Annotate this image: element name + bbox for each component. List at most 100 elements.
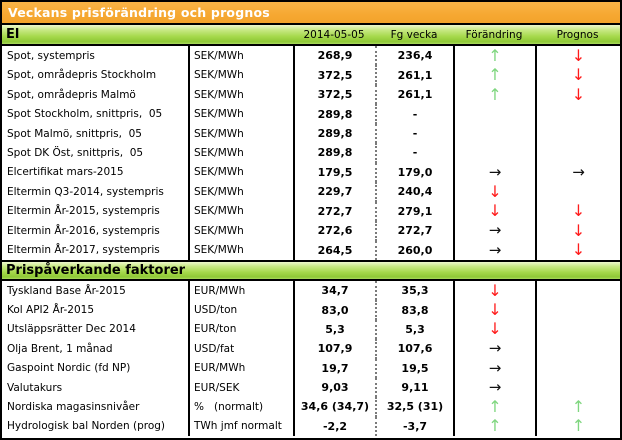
forecast-cell (535, 104, 620, 124)
previous-week-value: 32,5 (31) (375, 397, 453, 417)
previous-week-value: 83,8 (375, 300, 453, 320)
previous-week-value: - (375, 104, 453, 124)
down-arrow-icon: ↓ (488, 182, 502, 201)
right-arrow-icon: → (488, 358, 502, 377)
table-row: Eltermin Q3-2014, systempris SEK/MWh 229,7… (2, 182, 620, 202)
current-value: 5,3 (293, 319, 375, 340)
current-value: 272,6 (293, 221, 375, 241)
section-header-el: El 2014-05-05 Fg vecka Förändring Progno… (2, 25, 620, 46)
change-cell: ↑ (453, 46, 535, 66)
forecast-cell: ↑ (535, 397, 620, 417)
forecast-cell: ↓ (535, 84, 620, 105)
current-value: -2,2 (293, 416, 375, 436)
current-value: 272,7 (293, 201, 375, 222)
table-row: Spot, systempris SEK/MWh 268,9 236,4 ↑ ↓ (2, 46, 620, 66)
previous-week-value: 9,11 (375, 377, 453, 398)
down-arrow-icon: ↓ (488, 281, 502, 300)
current-value: 179,5 (293, 162, 375, 183)
table-row: Spot, områdepris Malmö SEK/MWh 372,5 261,1 ↑… (2, 84, 620, 105)
down-arrow-icon: ↓ (571, 84, 586, 104)
table-row: Valutakurs EUR/SEK 9,03 9,11 → (2, 377, 620, 398)
previous-week-value: 272,7 (375, 221, 453, 241)
forecast-cell (535, 377, 620, 398)
row-label: Eltermin Q3-2014, systempris (7, 185, 164, 198)
forecast-cell (535, 319, 620, 340)
previous-week-value: 107,6 (375, 339, 453, 359)
previous-week-value: 19,5 (375, 358, 453, 378)
table-row: Spot Stockholm, snittpris, 05 SEK/MWh 289,… (2, 104, 620, 124)
section-name: El (6, 27, 20, 42)
down-arrow-icon: ↓ (488, 300, 502, 320)
forecast-cell: ↑ (535, 416, 620, 436)
forecast-cell (535, 339, 620, 359)
right-arrow-icon: → (572, 162, 585, 181)
forecast-cell: ↓ (535, 201, 620, 222)
row-unit: SEK/MWh (188, 104, 293, 124)
previous-week-value: 261,1 (375, 84, 453, 105)
change-cell: ↓ (453, 319, 535, 340)
row-label: Hydrologisk bal Norden (prog) (7, 420, 166, 433)
up-arrow-icon: ↑ (488, 84, 502, 104)
table-row: Utsläppsrätter Dec 2014 EUR/ton 5,3 5,3 ↓ (2, 319, 620, 340)
table-row: Hydrologisk bal Norden (prog) TWh jmf nor… (2, 416, 620, 436)
table-row: Spot DK Öst, snittpris, 05 SEK/MWh 289,8- (2, 143, 620, 163)
right-arrow-icon: → (488, 221, 502, 240)
previous-week-value: - (375, 123, 453, 144)
current-value: 9,03 (293, 377, 375, 398)
change-cell: → (453, 162, 535, 183)
up-arrow-icon: ↑ (488, 65, 502, 85)
table-row: Olja Brent, 1 månad USD/fat 107,9 107,6 → (2, 339, 620, 359)
row-label: Olja Brent, 1 månad (7, 342, 113, 355)
row-label: Spot Stockholm, snittpris, 05 (7, 108, 163, 121)
current-value: 372,5 (293, 84, 375, 105)
forecast-cell (535, 281, 620, 301)
row-unit: SEK/MWh (188, 201, 293, 222)
row-unit: SEK/MWh (188, 84, 293, 105)
previous-week-value: 5,3 (375, 319, 453, 340)
section-rows-factors: Tyskland Base År-2015 EUR/MWh 34,7 35,3 ↓ Kol… (2, 281, 620, 436)
up-arrow-icon: ↑ (571, 397, 586, 416)
right-arrow-icon: → (488, 240, 502, 259)
forecast-cell: ↓ (535, 65, 620, 85)
table-row: Gaspoint Nordic (fd NP) EUR/MWh 19,7 19,5 → (2, 358, 620, 378)
row-label: Valutakurs (7, 381, 63, 394)
up-arrow-icon: ↑ (488, 416, 502, 436)
change-cell (453, 123, 535, 144)
down-arrow-icon: ↓ (571, 65, 586, 85)
down-arrow-icon: ↓ (571, 46, 586, 65)
row-unit: USD/fat (188, 339, 293, 359)
row-label: Spot, systempris (7, 49, 95, 62)
forecast-cell (535, 358, 620, 378)
table-row: Kol API2 År-2015 USD/ton 83,0 83,8 ↓ (2, 300, 620, 320)
down-arrow-icon: ↓ (488, 319, 502, 339)
previous-week-value: 279,1 (375, 201, 453, 222)
row-unit: SEK/MWh (188, 221, 293, 241)
up-arrow-icon: ↑ (488, 46, 502, 65)
section-name: Prispåverkande faktorer (6, 263, 186, 278)
column-header-change: Förändring (465, 28, 523, 41)
row-label: Nordiska magasinsnivåer (7, 400, 140, 413)
row-unit: SEK/MWh (188, 162, 293, 183)
row-label: Spot, områdepris Stockholm (7, 69, 157, 82)
down-arrow-icon: ↓ (571, 201, 586, 221)
forecast-cell: ↓ (535, 221, 620, 241)
table-row: Elcertifikat mars-2015 SEK/MWh 179,5 179,0 →… (2, 162, 620, 183)
row-unit: USD/ton (188, 300, 293, 320)
up-arrow-icon: ↑ (571, 416, 586, 436)
row-label: Spot DK Öst, snittpris, 05 (7, 146, 144, 159)
row-label: Utsläppsrätter Dec 2014 (7, 323, 136, 336)
column-header-forecast: Prognos (556, 28, 599, 41)
report-title: Veckans prisförändring och prognos (2, 2, 620, 25)
down-arrow-icon: ↓ (571, 240, 586, 260)
row-label: Elcertifikat mars-2015 (7, 166, 124, 179)
change-cell: → (453, 221, 535, 241)
table-row: Eltermin År-2015, systempris SEK/MWh 272,7… (2, 201, 620, 222)
column-header-date: 2014-05-05 (303, 28, 365, 41)
change-cell: ↓ (453, 281, 535, 301)
change-cell: ↓ (453, 300, 535, 320)
row-unit: % (normalt) (188, 397, 293, 417)
current-value: 289,8 (293, 143, 375, 163)
current-value: 264,5 (293, 240, 375, 260)
down-arrow-icon: ↓ (488, 201, 502, 221)
up-arrow-icon: ↑ (488, 397, 502, 416)
